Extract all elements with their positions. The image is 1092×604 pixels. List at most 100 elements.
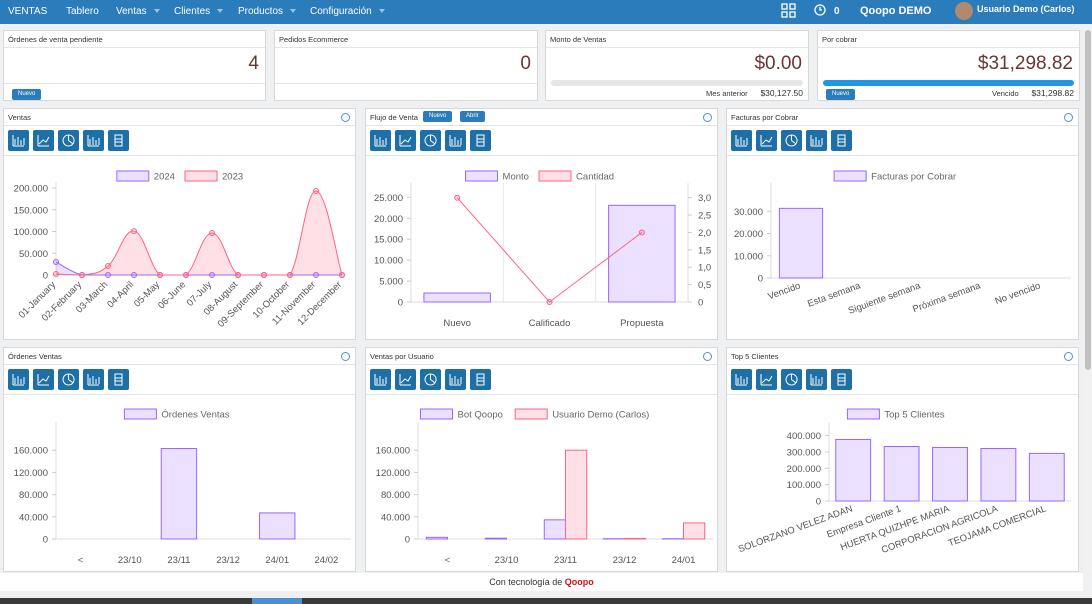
point[interactable]: [339, 272, 345, 278]
chart-type-button[interactable]: [756, 369, 777, 390]
scroll-thumb[interactable]: [1085, 30, 1091, 370]
bar[interactable]: [160, 448, 198, 540]
chart-type-button[interactable]: [445, 369, 466, 390]
point[interactable]: [105, 272, 111, 278]
point[interactable]: [157, 272, 163, 278]
menu-item[interactable]: Configuración: [310, 6, 385, 17]
chart-type-button[interactable]: [831, 130, 852, 151]
menu-item[interactable]: Ventas: [116, 6, 160, 17]
point[interactable]: [454, 194, 461, 201]
legend-label[interactable]: Cantidad: [576, 172, 614, 183]
legend-swatch[interactable]: [420, 408, 453, 420]
bar[interactable]: [980, 447, 1017, 502]
point[interactable]: [546, 299, 553, 305]
bar[interactable]: [1028, 452, 1065, 502]
user-name[interactable]: Usuario Demo (Carlos): [977, 4, 1075, 14]
chart-type-button[interactable]: [470, 369, 491, 390]
bar[interactable]: [259, 512, 296, 540]
point[interactable]: [183, 272, 189, 278]
legend-label[interactable]: 2023: [222, 172, 243, 183]
point[interactable]: [53, 270, 59, 277]
legend-swatch[interactable]: [514, 408, 548, 420]
bar[interactable]: [484, 537, 508, 540]
legend-swatch[interactable]: [116, 170, 150, 182]
bar[interactable]: [932, 446, 968, 502]
legend-swatch[interactable]: [833, 170, 867, 182]
bar[interactable]: [683, 522, 706, 540]
taskbar-item[interactable]: [252, 598, 302, 604]
activity-counter[interactable]: 0: [834, 6, 840, 17]
chart-type-button[interactable]: [470, 130, 491, 151]
legend-label[interactable]: Órdenes Ventas: [161, 410, 229, 421]
chart-type-button[interactable]: [33, 130, 54, 151]
scrollbar[interactable]: [1084, 28, 1092, 573]
legend-swatch[interactable]: [184, 170, 218, 182]
chart-type-button[interactable]: [108, 130, 129, 151]
settings-icon[interactable]: [341, 352, 350, 361]
legend-label[interactable]: 2024: [154, 172, 175, 183]
chart-type-button[interactable]: [83, 369, 104, 390]
legend-label[interactable]: Usuario Demo (Carlos): [552, 410, 649, 421]
chart-type-button[interactable]: [756, 130, 777, 151]
company[interactable]: Qoopo DEMO: [860, 5, 932, 17]
chart-type-button[interactable]: [58, 130, 79, 151]
point[interactable]: [131, 272, 137, 278]
chart-type-button[interactable]: [58, 369, 79, 390]
chart-type-button[interactable]: [420, 130, 441, 151]
bar[interactable]: [425, 536, 448, 540]
chart-type-button[interactable]: [731, 130, 752, 151]
bar[interactable]: [778, 207, 824, 279]
chart-type-button[interactable]: [831, 369, 852, 390]
chart-type-button[interactable]: [781, 130, 802, 151]
legend-swatch[interactable]: [465, 170, 499, 182]
chart-type-button[interactable]: [395, 369, 416, 390]
bar[interactable]: [624, 537, 647, 540]
chart-type-button[interactable]: [445, 130, 466, 151]
avatar[interactable]: [955, 2, 973, 20]
nav-icons[interactable]: [781, 3, 829, 21]
bar[interactable]: [565, 449, 588, 540]
chart-type-button[interactable]: [370, 369, 391, 390]
chart-type-button[interactable]: [806, 130, 827, 151]
settings-icon[interactable]: [703, 113, 712, 122]
point[interactable]: [287, 272, 293, 278]
point[interactable]: [79, 272, 85, 278]
chart-type-button[interactable]: [8, 369, 29, 390]
legend-label[interactable]: Facturas por Cobrar: [871, 172, 956, 183]
chart-type-button[interactable]: [83, 130, 104, 151]
chart-type-button[interactable]: [781, 369, 802, 390]
bar[interactable]: [608, 204, 676, 303]
chart-type-button[interactable]: [8, 130, 29, 151]
legend-swatch[interactable]: [538, 170, 572, 182]
chart-type-button[interactable]: [33, 369, 54, 390]
settings-icon[interactable]: [1064, 352, 1073, 361]
point[interactable]: [638, 229, 645, 236]
chart-type-button[interactable]: [420, 369, 441, 390]
menu-item[interactable]: Productos: [238, 6, 296, 17]
point[interactable]: [261, 272, 267, 278]
settings-icon[interactable]: [341, 113, 350, 122]
bar[interactable]: [883, 446, 920, 502]
menu-item[interactable]: Tablero: [66, 6, 99, 17]
chart-type-button[interactable]: [731, 369, 752, 390]
point[interactable]: [313, 272, 319, 278]
legend-swatch[interactable]: [846, 408, 880, 420]
legend-label[interactable]: Monto: [503, 172, 529, 183]
panel-button[interactable]: Abrir: [460, 111, 485, 122]
bar[interactable]: [835, 438, 872, 502]
footer-brand[interactable]: Qoopo: [564, 577, 594, 587]
chart-type-button[interactable]: [395, 130, 416, 151]
chart-type-button[interactable]: [108, 369, 129, 390]
settings-icon[interactable]: [703, 352, 712, 361]
point[interactable]: [105, 262, 111, 269]
panel-button[interactable]: Nuevo: [423, 111, 453, 122]
point[interactable]: [131, 228, 137, 235]
legend-swatch[interactable]: [123, 408, 157, 420]
menu-item[interactable]: Clientes: [174, 6, 223, 17]
point[interactable]: [313, 188, 319, 195]
point[interactable]: [209, 230, 215, 237]
brand[interactable]: VENTAS: [8, 6, 48, 17]
new-button[interactable]: Nuevo: [826, 89, 856, 100]
legend-label[interactable]: Bot Qoopo: [458, 410, 503, 421]
point[interactable]: [209, 272, 215, 278]
